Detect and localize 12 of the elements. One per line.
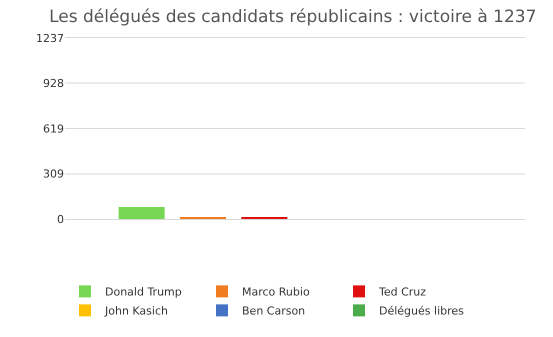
y-tick-label: 928 (43, 77, 64, 90)
y-tick-label: 309 (43, 168, 64, 181)
y-tick-label: 1237 (36, 32, 64, 45)
legend-label: Délégués libres (379, 304, 464, 318)
legend-label: Marco Rubio (242, 286, 310, 299)
chart-title: Les délégués des candidats républicains : victoire à 1237 (49, 7, 536, 28)
y-tick-label: 0 (57, 212, 64, 226)
legend-label: Ben Carson (242, 304, 306, 318)
legend-label: Donald Trump (105, 286, 182, 299)
legend-label: John Kasich (104, 304, 168, 318)
legend-label: Ted Cruz (378, 286, 426, 299)
y-tick-label: 619 (43, 122, 64, 136)
